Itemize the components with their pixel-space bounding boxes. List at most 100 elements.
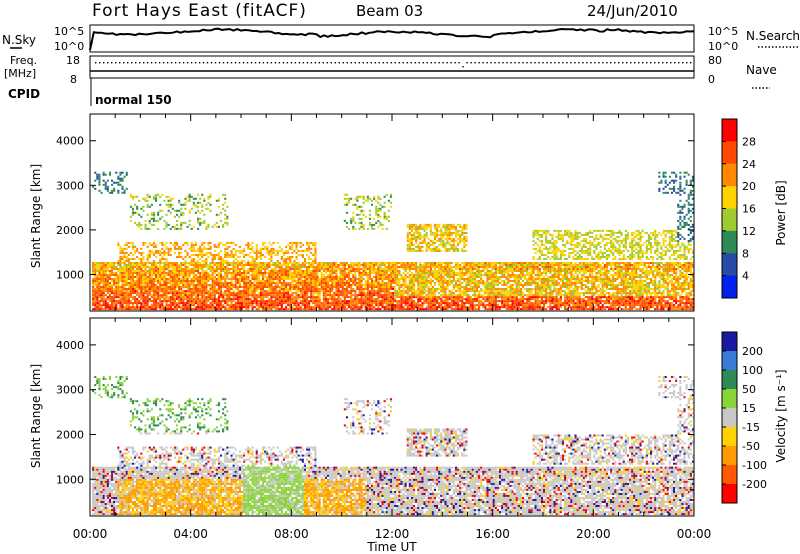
power-cell	[238, 278, 241, 280]
power-cell	[605, 296, 608, 299]
power-cell	[350, 278, 353, 280]
power-cell	[436, 276, 439, 278]
power-cell	[396, 304, 399, 307]
power-cell	[94, 292, 97, 295]
power-cell	[268, 292, 271, 295]
power-cell	[253, 298, 256, 301]
power-cell	[316, 274, 319, 276]
power-cell	[469, 272, 472, 274]
power-cell	[410, 302, 413, 305]
power-cell	[155, 308, 158, 311]
power-cell	[270, 306, 273, 309]
power-cell	[318, 288, 321, 290]
power-cell	[444, 290, 447, 293]
power-cell	[377, 274, 380, 276]
power-cell	[331, 300, 334, 303]
power-cell	[282, 292, 285, 295]
power-cell	[358, 306, 361, 309]
power-cell	[580, 298, 583, 301]
power-cell	[259, 280, 262, 282]
power-cell	[201, 282, 204, 284]
power-cell	[543, 272, 546, 274]
power-cell	[192, 282, 195, 284]
power-cell	[276, 306, 279, 309]
power-cell	[190, 300, 193, 303]
power-cell	[660, 298, 663, 301]
power-cell	[194, 280, 197, 282]
power-cell	[394, 276, 397, 278]
power-cell	[413, 302, 416, 305]
power-cell	[538, 278, 541, 280]
power-cell	[220, 296, 223, 299]
power-cell	[289, 294, 292, 297]
power-cell	[534, 284, 537, 286]
power-cell	[658, 308, 661, 311]
power-cell	[599, 276, 602, 278]
power-cell	[574, 304, 577, 307]
power-cell	[599, 308, 602, 311]
power-cell	[136, 284, 139, 286]
power-cell	[689, 278, 692, 280]
power-cell	[501, 284, 504, 286]
power-cell	[329, 292, 332, 295]
power-cell	[534, 302, 537, 305]
power-cell	[276, 294, 279, 297]
power-cell	[324, 304, 327, 307]
power-cell	[650, 288, 653, 290]
power-cell	[392, 272, 395, 274]
power-cell	[266, 278, 269, 280]
power-cell	[633, 300, 636, 303]
power-cell	[486, 290, 489, 293]
power-cell	[589, 298, 592, 301]
power-cell	[501, 298, 504, 301]
power-cell	[339, 302, 342, 305]
power-cell	[291, 280, 294, 282]
power-cell	[681, 274, 684, 276]
power-cell	[270, 282, 273, 284]
power-cell	[608, 302, 611, 305]
power-cell	[301, 286, 304, 288]
power-cell	[356, 288, 359, 290]
power-cell	[165, 304, 168, 307]
power-cell	[658, 280, 661, 282]
power-cell	[438, 288, 441, 290]
power-cell	[144, 270, 147, 272]
power-cell	[251, 272, 254, 274]
power-cell	[593, 294, 596, 297]
power-cell	[190, 292, 193, 295]
power-cell	[119, 304, 122, 307]
power-cell	[452, 280, 455, 282]
power-cell	[465, 272, 468, 274]
power-cell	[264, 276, 267, 278]
power-cell	[142, 308, 145, 311]
power-cell	[691, 290, 694, 293]
power-cell	[161, 274, 164, 276]
power-cell	[392, 298, 395, 301]
power-cell	[255, 274, 258, 276]
power-cell	[421, 284, 424, 286]
power-cell	[555, 292, 558, 295]
power-cell	[289, 282, 292, 284]
power-cell	[289, 276, 292, 278]
power-cell	[423, 282, 426, 284]
power-cell	[157, 272, 160, 274]
power-cell	[425, 278, 428, 280]
power-cell	[289, 304, 292, 307]
power-cell	[635, 276, 638, 278]
power-cell	[194, 292, 197, 295]
power-cell	[505, 288, 508, 290]
power-cell	[192, 294, 195, 297]
power-cell	[234, 306, 237, 309]
power-cell	[486, 288, 489, 290]
power-cell	[540, 298, 543, 301]
power-cell	[222, 296, 225, 299]
power-cell	[534, 294, 537, 297]
power-cell	[123, 302, 126, 305]
power-cell	[251, 276, 254, 278]
power-cell	[199, 304, 202, 307]
power-cell	[398, 296, 401, 299]
power-cell	[490, 292, 493, 295]
power-cell	[150, 278, 153, 280]
power-cell	[490, 308, 493, 311]
power-cell	[656, 288, 659, 290]
